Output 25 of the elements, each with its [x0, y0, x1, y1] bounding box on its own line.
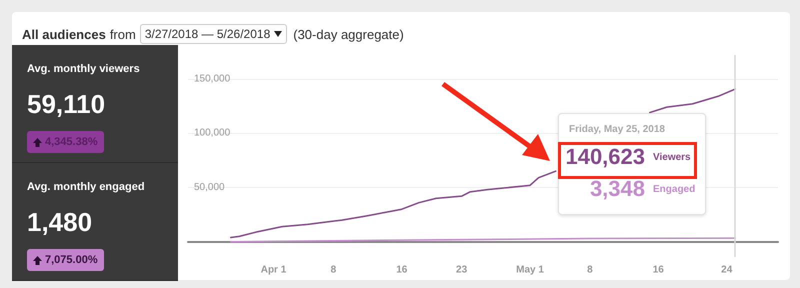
x-tick-label: 16	[396, 264, 408, 276]
x-tick-label: 8	[587, 264, 594, 276]
x-tick-label: May 1	[516, 264, 544, 276]
x-tick-label: 8	[330, 264, 337, 276]
y-tick-label: 50,000	[194, 182, 226, 193]
text: Avg. monthly engaged	[27, 181, 145, 193]
text: (30-day aggregate)	[293, 26, 404, 42]
x-tick-label: 24	[721, 264, 733, 276]
text: Engaged	[652, 184, 696, 194]
annotation: 140,623	[565, 144, 645, 170]
text: from	[110, 26, 136, 42]
text: Viewers	[652, 152, 692, 162]
annotation: 3,348	[590, 176, 645, 202]
text: Avg. monthly viewers	[27, 63, 140, 75]
text: All audiences	[22, 26, 106, 42]
y-tick-label: 100,000	[194, 128, 231, 139]
y-tick-label: 150,000	[194, 73, 231, 84]
text: 7,075.00%	[45, 254, 98, 266]
x-tick-label: 16	[652, 264, 664, 276]
text: 3/27/2018 — 5/26/2018	[144, 27, 270, 41]
text: 1,480	[27, 207, 92, 238]
x-tick-label: 23	[456, 264, 468, 276]
text: 59,110	[27, 89, 106, 120]
x-tick-label: Apr 1	[260, 264, 287, 276]
annotation: Friday, May 25, 2018	[569, 124, 665, 135]
